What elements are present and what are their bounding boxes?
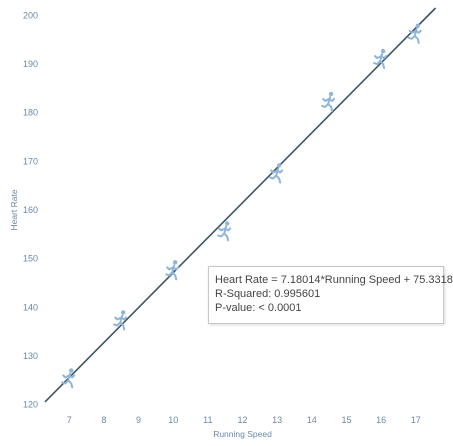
x-tick-label: 12 — [237, 415, 247, 425]
runner-icon[interactable] — [407, 23, 422, 44]
y-axis-label: Heart Rate — [9, 189, 19, 230]
y-tick-label: 160 — [23, 205, 38, 215]
tooltip-equation: Heart Rate = 7.18014*Running Speed + 75.… — [215, 274, 453, 286]
x-tick-label: 14 — [307, 415, 317, 425]
x-tick-label: 16 — [376, 415, 386, 425]
y-tick-label: 180 — [23, 108, 38, 118]
y-axis-ticks: 120 130 140 150 160 170 180 190 200 — [23, 10, 38, 409]
tooltip-p-value: P-value: < 0.0001 — [215, 302, 302, 314]
runner-icon[interactable] — [269, 163, 284, 184]
runner-icon[interactable] — [217, 221, 232, 242]
data-points — [61, 23, 422, 389]
x-tick-label: 11 — [203, 415, 212, 425]
x-axis-label: Running Speed — [213, 429, 272, 439]
x-tick-label: 13 — [272, 415, 282, 425]
x-tick-label: 10 — [168, 415, 178, 425]
x-tick-label: 17 — [411, 415, 421, 425]
x-tick-label: 15 — [341, 415, 351, 425]
y-tick-label: 150 — [23, 254, 38, 264]
runner-icon[interactable] — [165, 260, 180, 281]
runner-icon[interactable] — [61, 368, 76, 389]
y-tick-label: 200 — [23, 10, 38, 20]
x-tick-label: 8 — [101, 415, 106, 425]
x-tick-label: 9 — [136, 415, 141, 425]
y-tick-label: 130 — [23, 351, 38, 361]
y-tick-label: 170 — [23, 156, 38, 166]
runner-icon[interactable] — [373, 48, 388, 70]
runner-icon[interactable] — [113, 310, 128, 331]
runner-icon[interactable] — [321, 91, 336, 112]
trend-line-tooltip: Heart Rate = 7.18014*Running Speed + 75.… — [208, 266, 453, 324]
y-tick-label: 120 — [23, 400, 38, 410]
y-tick-label: 140 — [23, 302, 38, 312]
y-tick-label: 190 — [23, 59, 38, 69]
x-axis-ticks: 7 8 9 10 11 12 13 14 15 16 17 — [67, 415, 421, 425]
tooltip-r-squared: R-Squared: 0.995601 — [215, 288, 321, 300]
x-tick-label: 7 — [67, 415, 72, 425]
trend-line[interactable] — [44, 7, 437, 403]
